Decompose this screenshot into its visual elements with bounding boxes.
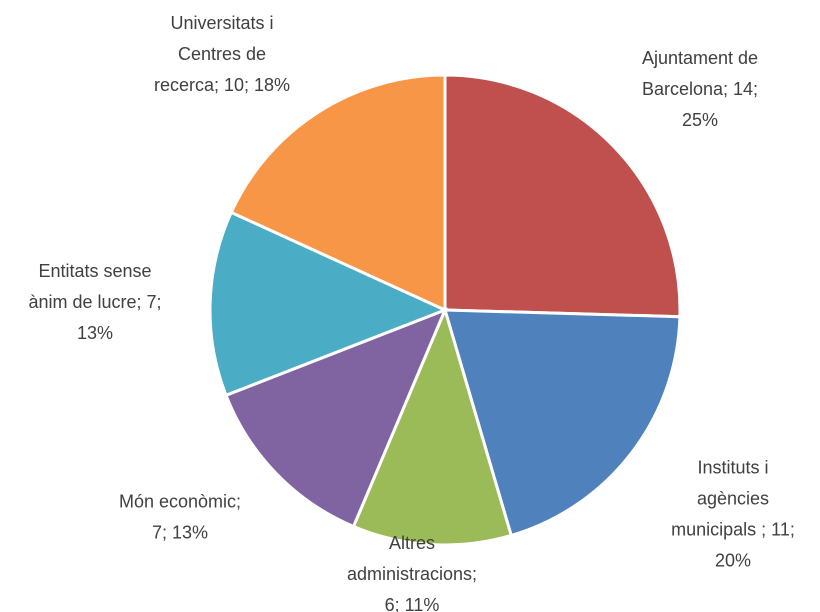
data-label-line: 13% bbox=[77, 323, 113, 343]
data-label-line: Món econòmic; bbox=[119, 491, 241, 511]
pie-slice bbox=[208, 210, 449, 398]
data-label: Altres administracions; 6; 11% bbox=[347, 533, 477, 612]
data-label-line: Ajuntament de bbox=[642, 48, 758, 68]
data-label-line: Entitats sense bbox=[38, 261, 151, 281]
data-label-line: recerca; 10; 18% bbox=[154, 75, 290, 95]
data-label-line: 20% bbox=[715, 550, 751, 570]
data-label: Món econòmic; 7; 13% bbox=[119, 491, 241, 542]
data-label: Instituts i agències municipals ; 11; 20% bbox=[671, 457, 795, 570]
data-label: Universitats i Centres de recerca; 10; 18% bbox=[154, 13, 290, 95]
data-label-line: Centres de bbox=[178, 44, 266, 64]
data-label-line: Instituts i bbox=[697, 457, 768, 477]
data-label-line: 6; 11% bbox=[385, 595, 440, 612]
pie-slice bbox=[442, 308, 682, 538]
data-label-line: Universitats i bbox=[170, 13, 273, 33]
data-label-line: 25% bbox=[682, 110, 718, 130]
data-label: Entitats sense ànim de lucre; 7; 13% bbox=[28, 261, 161, 343]
data-label-line: 7; 13% bbox=[152, 522, 208, 542]
data-label-line: Barcelona; 14; bbox=[642, 79, 758, 99]
pie-slice bbox=[229, 73, 447, 313]
data-label-line: municipals ; 11; bbox=[671, 519, 795, 539]
data-label-line: agències bbox=[697, 488, 769, 508]
data-label: Ajuntament de Barcelona; 14; 25% bbox=[642, 48, 758, 130]
pie-slice bbox=[351, 305, 514, 547]
pie-slice bbox=[224, 307, 448, 529]
data-label-line: Altres bbox=[389, 533, 435, 553]
data-label-line: ànim de lucre; 7; bbox=[28, 292, 161, 312]
data-label-line: administracions; bbox=[347, 564, 477, 584]
pie-slice bbox=[443, 73, 682, 319]
